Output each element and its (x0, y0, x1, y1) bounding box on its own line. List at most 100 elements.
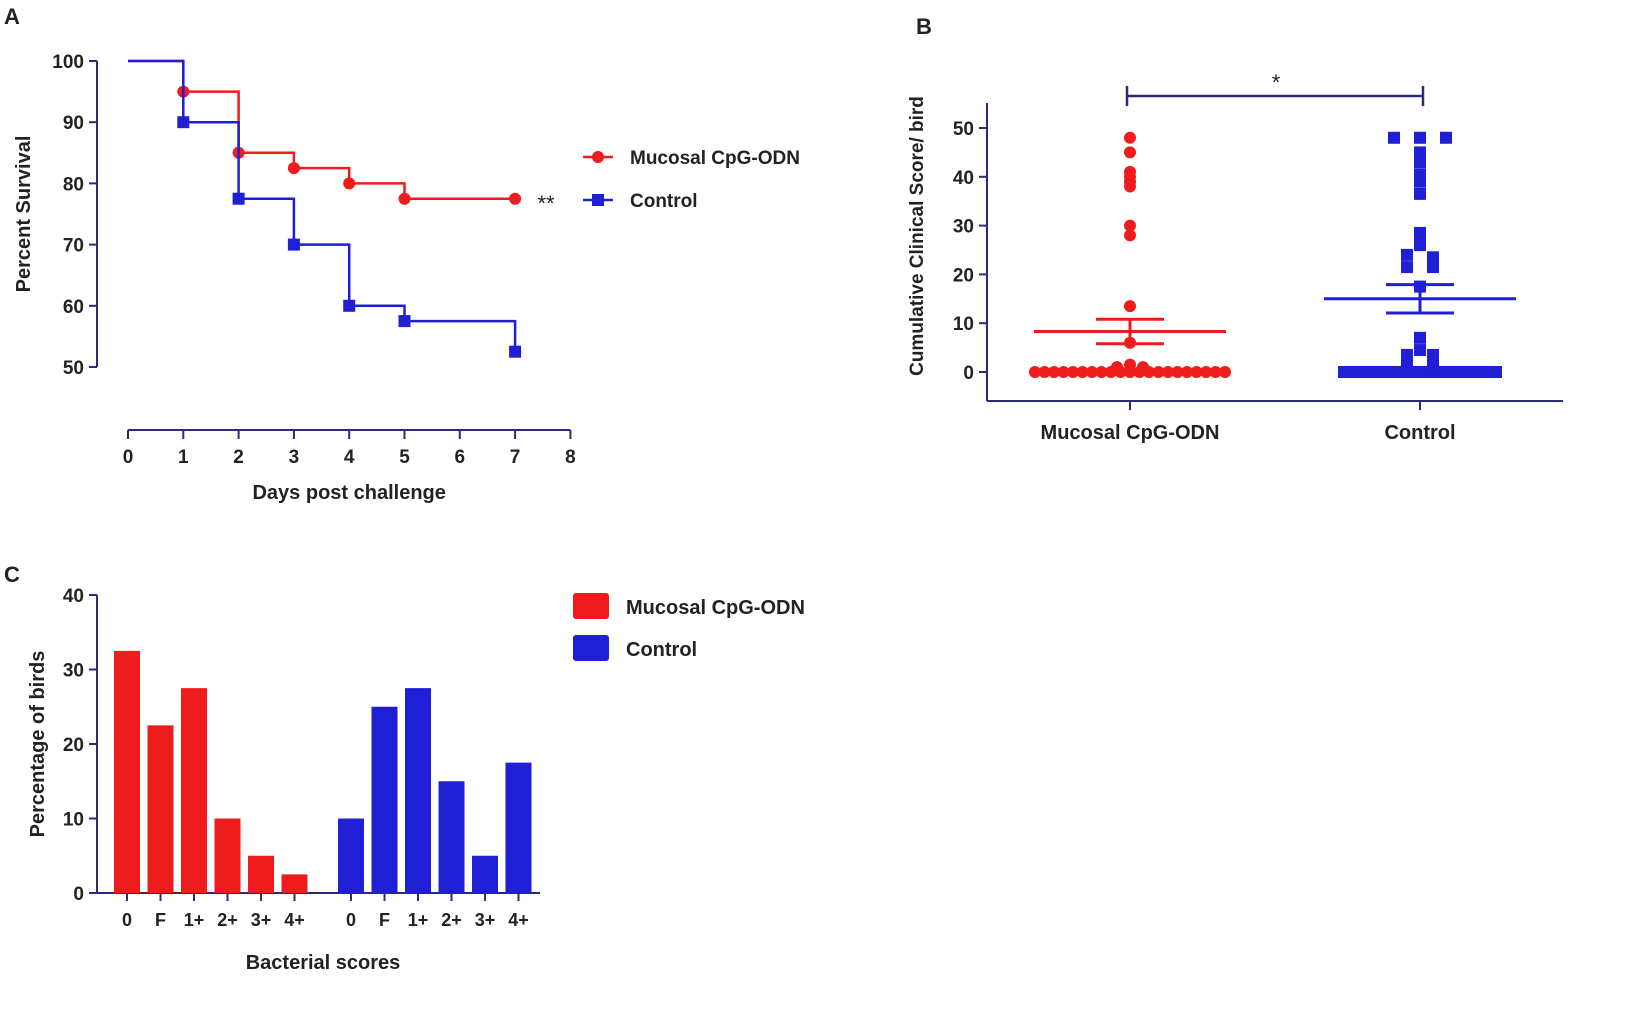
y-tick-label: 10 (953, 314, 974, 335)
bar (214, 818, 241, 893)
score-point (1366, 366, 1379, 378)
clinical-score-chart: 0 10 20 30 40 50 Cumulative Clinical Score/ bi… (907, 70, 1563, 444)
y-tick-label: 30 (63, 661, 84, 682)
score-point (1124, 165, 1136, 178)
score-point (1414, 131, 1426, 144)
y-tick-label: 50 (953, 119, 974, 140)
legend-marker (592, 194, 604, 206)
survival-marker (343, 299, 356, 312)
score-point (1414, 226, 1426, 239)
score-point (1124, 229, 1136, 242)
score-point (1124, 131, 1136, 144)
score-point (1067, 366, 1079, 378)
score-point (1427, 358, 1439, 371)
y-tick-label: 70 (63, 236, 84, 257)
bar (338, 818, 364, 893)
y-tick-label: 0 (963, 363, 974, 384)
x-tick-label: F (155, 910, 166, 930)
score-point (1414, 366, 1426, 378)
score-point (1401, 348, 1413, 361)
score-point (1152, 366, 1165, 378)
score-point (1376, 366, 1388, 378)
score-point (1401, 261, 1413, 274)
legend-label: Control (630, 191, 698, 212)
score-point (1427, 251, 1439, 264)
bar (147, 725, 174, 893)
significance-bracket (1125, 86, 1425, 106)
score-point (1427, 261, 1439, 274)
bar (371, 706, 398, 893)
category-label: Control (1384, 422, 1455, 444)
panel-label-b: B (916, 14, 932, 39)
score-point (1388, 131, 1400, 144)
survival-line (128, 59, 516, 200)
y-tick-label: 20 (953, 265, 974, 286)
legend-swatch (573, 593, 609, 619)
score-point (1427, 348, 1439, 361)
significance-label: ** (537, 191, 555, 216)
score-point (1124, 219, 1136, 232)
survival-marker (343, 177, 356, 190)
panel-label-a: A (4, 4, 20, 29)
x-tick-label: 0 (123, 447, 134, 468)
y-tick-label: 30 (953, 217, 974, 238)
y-tick-label: 90 (63, 113, 84, 134)
score-point (1414, 344, 1426, 357)
score-point (1190, 366, 1203, 378)
y-tick-label: 80 (63, 174, 84, 195)
score-point (1442, 366, 1455, 378)
legend-label: Control (626, 639, 697, 661)
score-point (1404, 366, 1417, 378)
score-point (1171, 366, 1184, 378)
y-axis-title: Cumulative Clinical Score/ bird (907, 96, 928, 376)
score-point (1095, 366, 1108, 378)
bar (405, 688, 431, 893)
y-tick-label: 40 (953, 168, 974, 189)
x-tick-label: 3+ (251, 910, 272, 930)
x-tick-label: 4 (344, 447, 355, 468)
score-point (1219, 366, 1231, 378)
score-point (1490, 366, 1502, 378)
score-point (1076, 366, 1089, 378)
score-point (1111, 361, 1123, 374)
x-tick-label: 2 (233, 447, 244, 468)
score-point (1347, 366, 1360, 378)
score-point (1038, 366, 1051, 378)
x-axis-title: Days post challenge (252, 482, 445, 504)
y-tick-label: 60 (63, 297, 84, 318)
score-point (1414, 146, 1426, 159)
score-point (1209, 366, 1222, 378)
x-tick-label: 2+ (441, 910, 462, 930)
bar (114, 650, 140, 893)
score-point (1338, 366, 1350, 378)
bar (472, 855, 498, 893)
score-point (1452, 366, 1464, 378)
x-tick-label: 1 (178, 447, 189, 468)
score-point (1471, 366, 1483, 378)
survival-marker (232, 192, 245, 205)
y-tick-label: 40 (63, 586, 84, 607)
score-point (1357, 366, 1369, 378)
survival-marker (177, 116, 190, 129)
score-point (1414, 187, 1426, 200)
x-tick-label: 1+ (408, 910, 429, 930)
x-tick-label: 2+ (217, 910, 238, 930)
legend-label: Mucosal CpG-ODN (626, 597, 805, 619)
score-point (1395, 366, 1407, 378)
y-tick-label: 20 (63, 735, 84, 756)
score-point (1137, 361, 1149, 374)
score-point (1162, 366, 1174, 378)
score-point (1029, 366, 1041, 378)
y-tick-label: 50 (63, 358, 84, 379)
x-tick-label: 3+ (475, 910, 496, 930)
x-tick-label: 6 (455, 447, 466, 468)
score-point (1385, 366, 1398, 378)
x-tick-label: 0 (346, 910, 356, 930)
score-point (1401, 248, 1413, 261)
survival-chart: 50 60 70 80 90 100 0 1 2 3 4 5 6 7 8 Days post challeng… (13, 52, 800, 504)
score-point (1461, 366, 1474, 378)
x-tick-label: 4+ (284, 910, 305, 930)
x-tick-label: 8 (565, 447, 576, 468)
score-point (1181, 366, 1193, 378)
